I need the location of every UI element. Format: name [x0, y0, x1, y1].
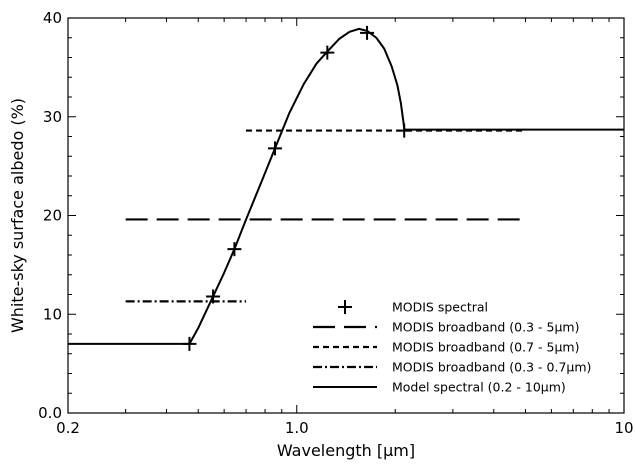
legend-label: Model spectral (0.2 - 10μm) [392, 380, 566, 395]
x-tick-label: 1.0 [285, 419, 309, 437]
y-tick-label: 20 [43, 207, 62, 225]
legend-swatch-plus [338, 300, 352, 314]
x-tick-label: 10 [614, 419, 633, 437]
legend-label: MODIS broadband (0.3 - 5μm) [392, 320, 579, 335]
x-axis-label: Wavelength [μm] [277, 441, 415, 460]
y-tick-label: 10 [43, 305, 62, 323]
y-tick-label: 40 [43, 9, 62, 27]
legend: MODIS spectral MODIS broadband (0.3 - 5μm… [313, 300, 591, 395]
y-tick-label: 0.0 [38, 404, 62, 422]
y-tick-label: 30 [43, 108, 62, 126]
y-axis-label: White-sky surface albedo (%) [8, 98, 27, 333]
legend-label: MODIS broadband (0.3 - 0.7μm) [392, 360, 591, 375]
series-line [68, 27, 624, 345]
legend-label: MODIS broadband (0.7 - 5μm) [392, 340, 579, 355]
data-point-plus [360, 25, 375, 40]
legend-label: MODIS spectral [392, 300, 488, 315]
ticks-layer: 0.2 1.0 10 0.0 10 20 30 40 [38, 9, 633, 437]
x-tick-label: 0.2 [56, 419, 80, 437]
series-layer [68, 25, 624, 351]
